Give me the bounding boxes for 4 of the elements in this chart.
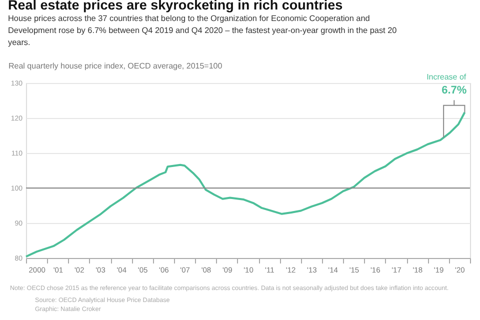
y-axis-title: Real quarterly house price index, OECD average, 2015=100 bbox=[8, 62, 223, 70]
chart-subtitle: House prices across the 37 countries that belong to the Organization for Economic Cooperation and Development rose by 6.7% between Q4 2019 and Q4 2020 – the fastest year-on-year growth in the past 20 years. bbox=[8, 14, 398, 47]
line-series bbox=[25, 111, 466, 258]
annotation: Increase of 6.7% bbox=[426, 72, 467, 96]
